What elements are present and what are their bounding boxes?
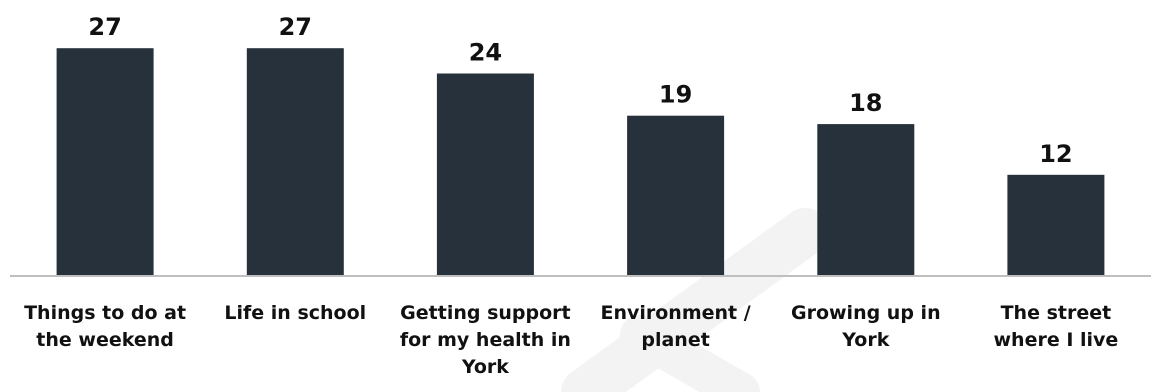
- bar-3: [627, 115, 725, 276]
- bar-5: [1007, 174, 1105, 276]
- category-label-3: Environment / planet: [600, 302, 750, 351]
- category-label-line: for my health in: [400, 329, 571, 351]
- watermark-cross: [561, 208, 829, 392]
- category-label-5: The street where I live: [993, 302, 1118, 351]
- data-label-2: 24: [469, 39, 502, 67]
- category-label-line: planet: [641, 329, 709, 351]
- bar-0: [56, 48, 154, 277]
- data-label-1: 27: [279, 13, 312, 41]
- category-label-line: Environment /: [600, 302, 750, 324]
- data-label-0: 27: [88, 13, 121, 41]
- category-label-4: Growing up in York: [791, 302, 941, 351]
- labels-layer: 27 Things to do at the weekend 27 Life in sc…: [24, 13, 1118, 378]
- data-label-5: 12: [1039, 140, 1072, 168]
- category-label-1: Life in school: [224, 302, 366, 324]
- category-label-line: where I live: [993, 329, 1118, 351]
- bars-layer: [56, 48, 1105, 277]
- data-label-4: 18: [849, 89, 882, 117]
- bar-1: [246, 48, 344, 277]
- category-label-line: Growing up in: [791, 302, 941, 324]
- category-label-line: The street: [1001, 302, 1112, 324]
- category-label-0: Things to do at the weekend: [24, 302, 186, 351]
- category-label-line: Getting support: [400, 302, 570, 324]
- category-label-line: Life in school: [224, 302, 366, 324]
- category-label-line: York: [841, 329, 889, 351]
- category-label-line: Things to do at: [24, 302, 186, 324]
- bar-4: [817, 124, 915, 276]
- bar-2: [436, 73, 534, 276]
- category-label-line: the weekend: [36, 329, 174, 351]
- category-label-2: Getting support for my health in York: [400, 302, 571, 378]
- category-label-line: York: [461, 356, 509, 378]
- data-label-3: 19: [659, 81, 692, 109]
